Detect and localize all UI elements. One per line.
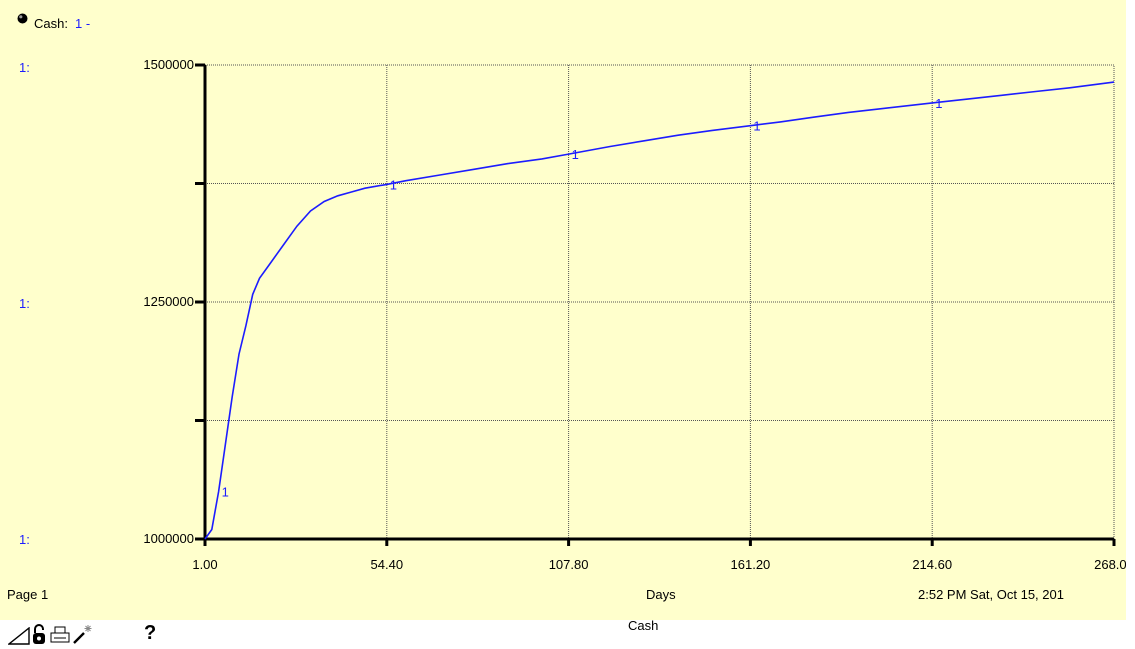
cash-line-chart: 1 1 1 1 1 1000000 1250000 1500000 1.00 54.40 107.…: [143, 57, 1126, 572]
chart-name: Cash: [628, 618, 659, 633]
y-tick-label: 1250000: [143, 294, 194, 309]
lock-icon[interactable]: [32, 624, 46, 645]
tick-labels: 1000000 1250000 1500000 1.00 54.40 107.80 161.…: [143, 57, 1126, 572]
legend-series-marker: 1 -: [75, 16, 91, 31]
print-icon[interactable]: [50, 626, 70, 644]
axes: [195, 63, 1116, 546]
series-marker-label: 1: [935, 96, 942, 111]
pointer-icon[interactable]: [8, 627, 30, 645]
x-tick-label: 214.60: [912, 557, 952, 572]
timestamp: 2:52 PM Sat, Oct 15, 201: [918, 587, 1064, 602]
x-tick-label: 54.40: [371, 557, 404, 572]
x-axis-unit-label: Days: [646, 587, 676, 602]
page-label: Page 1: [7, 587, 49, 602]
y-axis-series-label-bottom: 1:: [19, 532, 30, 547]
grid-lines: [204, 64, 1115, 540]
y-axis-series-label-mid: 1:: [19, 296, 30, 311]
x-tick-label: 1.00: [192, 557, 217, 572]
series-marker-label: 1: [390, 177, 397, 192]
series-marker-label: 1: [222, 485, 229, 500]
x-tick-label: 107.80: [549, 557, 589, 572]
variable-bullet-icon: [17, 13, 28, 24]
series-marker-label: 1: [753, 119, 760, 134]
series-marker-label: 1: [572, 147, 579, 162]
series-1: 1 1 1 1 1: [204, 81, 1115, 540]
series-line: [204, 81, 1115, 540]
y-axis-series-label-top: 1:: [19, 60, 30, 75]
x-tick-label: 161.20: [731, 557, 771, 572]
legend-variable-label: Cash:: [34, 16, 68, 31]
y-tick-label: 1500000: [143, 57, 194, 72]
y-tick-label: 1000000: [143, 531, 194, 546]
x-tick-label: 268.00: [1094, 557, 1126, 572]
magic-wand-icon[interactable]: [72, 623, 94, 645]
help-icon[interactable]: ?: [144, 622, 157, 644]
chart-toolbar: ?: [4, 621, 204, 647]
